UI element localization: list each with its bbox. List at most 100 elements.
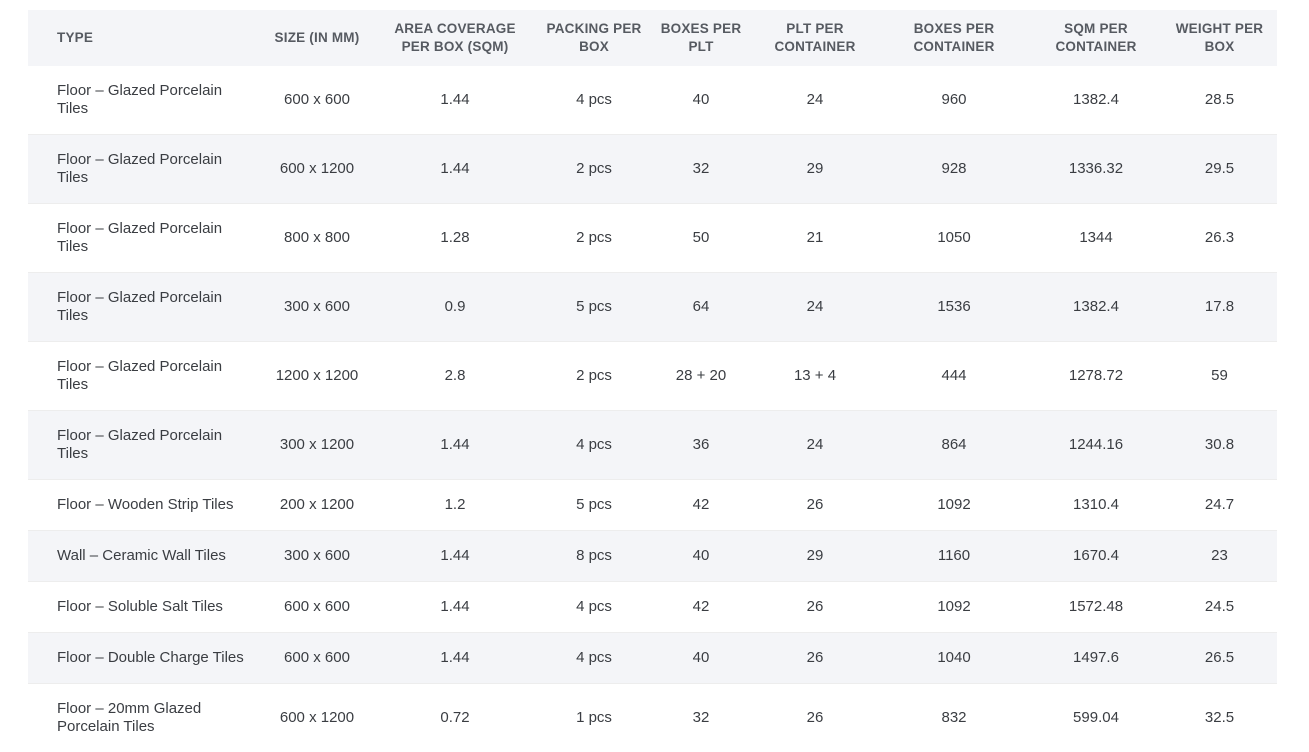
cell-area-coverage-per-box-sqm: 0.72 — [372, 684, 538, 752]
column-header-size-in-mm: SIZE (IN MM) — [262, 10, 372, 66]
cell-size-in-mm: 300 x 600 — [262, 273, 372, 342]
cell-plt-per-container: 29 — [752, 135, 878, 204]
cell-boxes-per-plt: 50 — [650, 204, 752, 273]
cell-plt-per-container: 26 — [752, 480, 878, 531]
cell-boxes-per-container: 1050 — [878, 204, 1030, 273]
cell-packing-per-box: 8 pcs — [538, 531, 650, 582]
cell-boxes-per-plt: 28 + 20 — [650, 342, 752, 411]
cell-weight-per-box: 24.5 — [1162, 582, 1277, 633]
cell-plt-per-container: 29 — [752, 531, 878, 582]
cell-size-in-mm: 200 x 1200 — [262, 480, 372, 531]
cell-sqm-per-container: 1497.6 — [1030, 633, 1162, 684]
cell-boxes-per-plt: 40 — [650, 633, 752, 684]
cell-boxes-per-container: 1160 — [878, 531, 1030, 582]
cell-sqm-per-container: 1670.4 — [1030, 531, 1162, 582]
column-header-weight-per-box: WEIGHT PER BOX — [1162, 10, 1277, 66]
cell-weight-per-box: 26.5 — [1162, 633, 1277, 684]
cell-area-coverage-per-box-sqm: 1.44 — [372, 66, 538, 135]
cell-boxes-per-container: 832 — [878, 684, 1030, 752]
cell-sqm-per-container: 1572.48 — [1030, 582, 1162, 633]
cell-size-in-mm: 1200 x 1200 — [262, 342, 372, 411]
cell-boxes-per-container: 1092 — [878, 582, 1030, 633]
column-header-plt-per-container: PLT PER CONTAINER — [752, 10, 878, 66]
cell-type: Floor – Glazed Porcelain Tiles — [28, 273, 262, 342]
cell-boxes-per-container: 928 — [878, 135, 1030, 204]
column-header-type: TYPE — [28, 10, 262, 66]
column-header-boxes-per-plt: BOXES PER PLT — [650, 10, 752, 66]
cell-boxes-per-plt: 64 — [650, 273, 752, 342]
cell-boxes-per-container: 960 — [878, 66, 1030, 135]
cell-type: Floor – Double Charge Tiles — [28, 633, 262, 684]
cell-weight-per-box: 17.8 — [1162, 273, 1277, 342]
cell-sqm-per-container: 1310.4 — [1030, 480, 1162, 531]
cell-boxes-per-plt: 40 — [650, 531, 752, 582]
cell-plt-per-container: 26 — [752, 582, 878, 633]
cell-type: Floor – Glazed Porcelain Tiles — [28, 342, 262, 411]
cell-packing-per-box: 4 pcs — [538, 633, 650, 684]
cell-area-coverage-per-box-sqm: 1.44 — [372, 633, 538, 684]
cell-type: Floor – Glazed Porcelain Tiles — [28, 66, 262, 135]
cell-type: Floor – 20mm Glazed Porcelain Tiles — [28, 684, 262, 752]
cell-weight-per-box: 24.7 — [1162, 480, 1277, 531]
cell-size-in-mm: 600 x 1200 — [262, 135, 372, 204]
cell-sqm-per-container: 599.04 — [1030, 684, 1162, 752]
cell-area-coverage-per-box-sqm: 1.28 — [372, 204, 538, 273]
cell-area-coverage-per-box-sqm: 2.8 — [372, 342, 538, 411]
cell-type: Floor – Glazed Porcelain Tiles — [28, 411, 262, 480]
cell-area-coverage-per-box-sqm: 1.2 — [372, 480, 538, 531]
cell-boxes-per-container: 1040 — [878, 633, 1030, 684]
cell-size-in-mm: 800 x 800 — [262, 204, 372, 273]
cell-size-in-mm: 600 x 600 — [262, 66, 372, 135]
cell-boxes-per-plt: 32 — [650, 135, 752, 204]
cell-packing-per-box: 5 pcs — [538, 480, 650, 531]
column-header-packing-per-box: PACKING PER BOX — [538, 10, 650, 66]
cell-weight-per-box: 26.3 — [1162, 204, 1277, 273]
cell-packing-per-box: 2 pcs — [538, 204, 650, 273]
cell-weight-per-box: 59 — [1162, 342, 1277, 411]
cell-sqm-per-container: 1244.16 — [1030, 411, 1162, 480]
cell-packing-per-box: 5 pcs — [538, 273, 650, 342]
cell-size-in-mm: 300 x 1200 — [262, 411, 372, 480]
cell-boxes-per-container: 444 — [878, 342, 1030, 411]
cell-weight-per-box: 32.5 — [1162, 684, 1277, 752]
cell-sqm-per-container: 1336.32 — [1030, 135, 1162, 204]
cell-packing-per-box: 4 pcs — [538, 411, 650, 480]
cell-area-coverage-per-box-sqm: 0.9 — [372, 273, 538, 342]
column-header-area-coverage-per-box-sqm: AREA COVERAGE PER BOX (SQM) — [372, 10, 538, 66]
cell-weight-per-box: 28.5 — [1162, 66, 1277, 135]
cell-plt-per-container: 26 — [752, 684, 878, 752]
cell-area-coverage-per-box-sqm: 1.44 — [372, 582, 538, 633]
cell-boxes-per-plt: 36 — [650, 411, 752, 480]
cell-plt-per-container: 21 — [752, 204, 878, 273]
cell-type: Floor – Wooden Strip Tiles — [28, 480, 262, 531]
cell-sqm-per-container: 1382.4 — [1030, 66, 1162, 135]
cell-packing-per-box: 4 pcs — [538, 582, 650, 633]
cell-area-coverage-per-box-sqm: 1.44 — [372, 411, 538, 480]
cell-plt-per-container: 24 — [752, 411, 878, 480]
cell-boxes-per-container: 864 — [878, 411, 1030, 480]
cell-plt-per-container: 26 — [752, 633, 878, 684]
cell-sqm-per-container: 1382.4 — [1030, 273, 1162, 342]
cell-type: Floor – Soluble Salt Tiles — [28, 582, 262, 633]
cell-size-in-mm: 600 x 1200 — [262, 684, 372, 752]
cell-sqm-per-container: 1344 — [1030, 204, 1162, 273]
column-header-sqm-per-container: SQM PER CONTAINER — [1030, 10, 1162, 66]
cell-packing-per-box: 2 pcs — [538, 135, 650, 204]
cell-boxes-per-plt: 40 — [650, 66, 752, 135]
cell-boxes-per-plt: 32 — [650, 684, 752, 752]
cell-boxes-per-container: 1092 — [878, 480, 1030, 531]
cell-sqm-per-container: 1278.72 — [1030, 342, 1162, 411]
cell-type: Wall – Ceramic Wall Tiles — [28, 531, 262, 582]
cell-plt-per-container: 24 — [752, 273, 878, 342]
